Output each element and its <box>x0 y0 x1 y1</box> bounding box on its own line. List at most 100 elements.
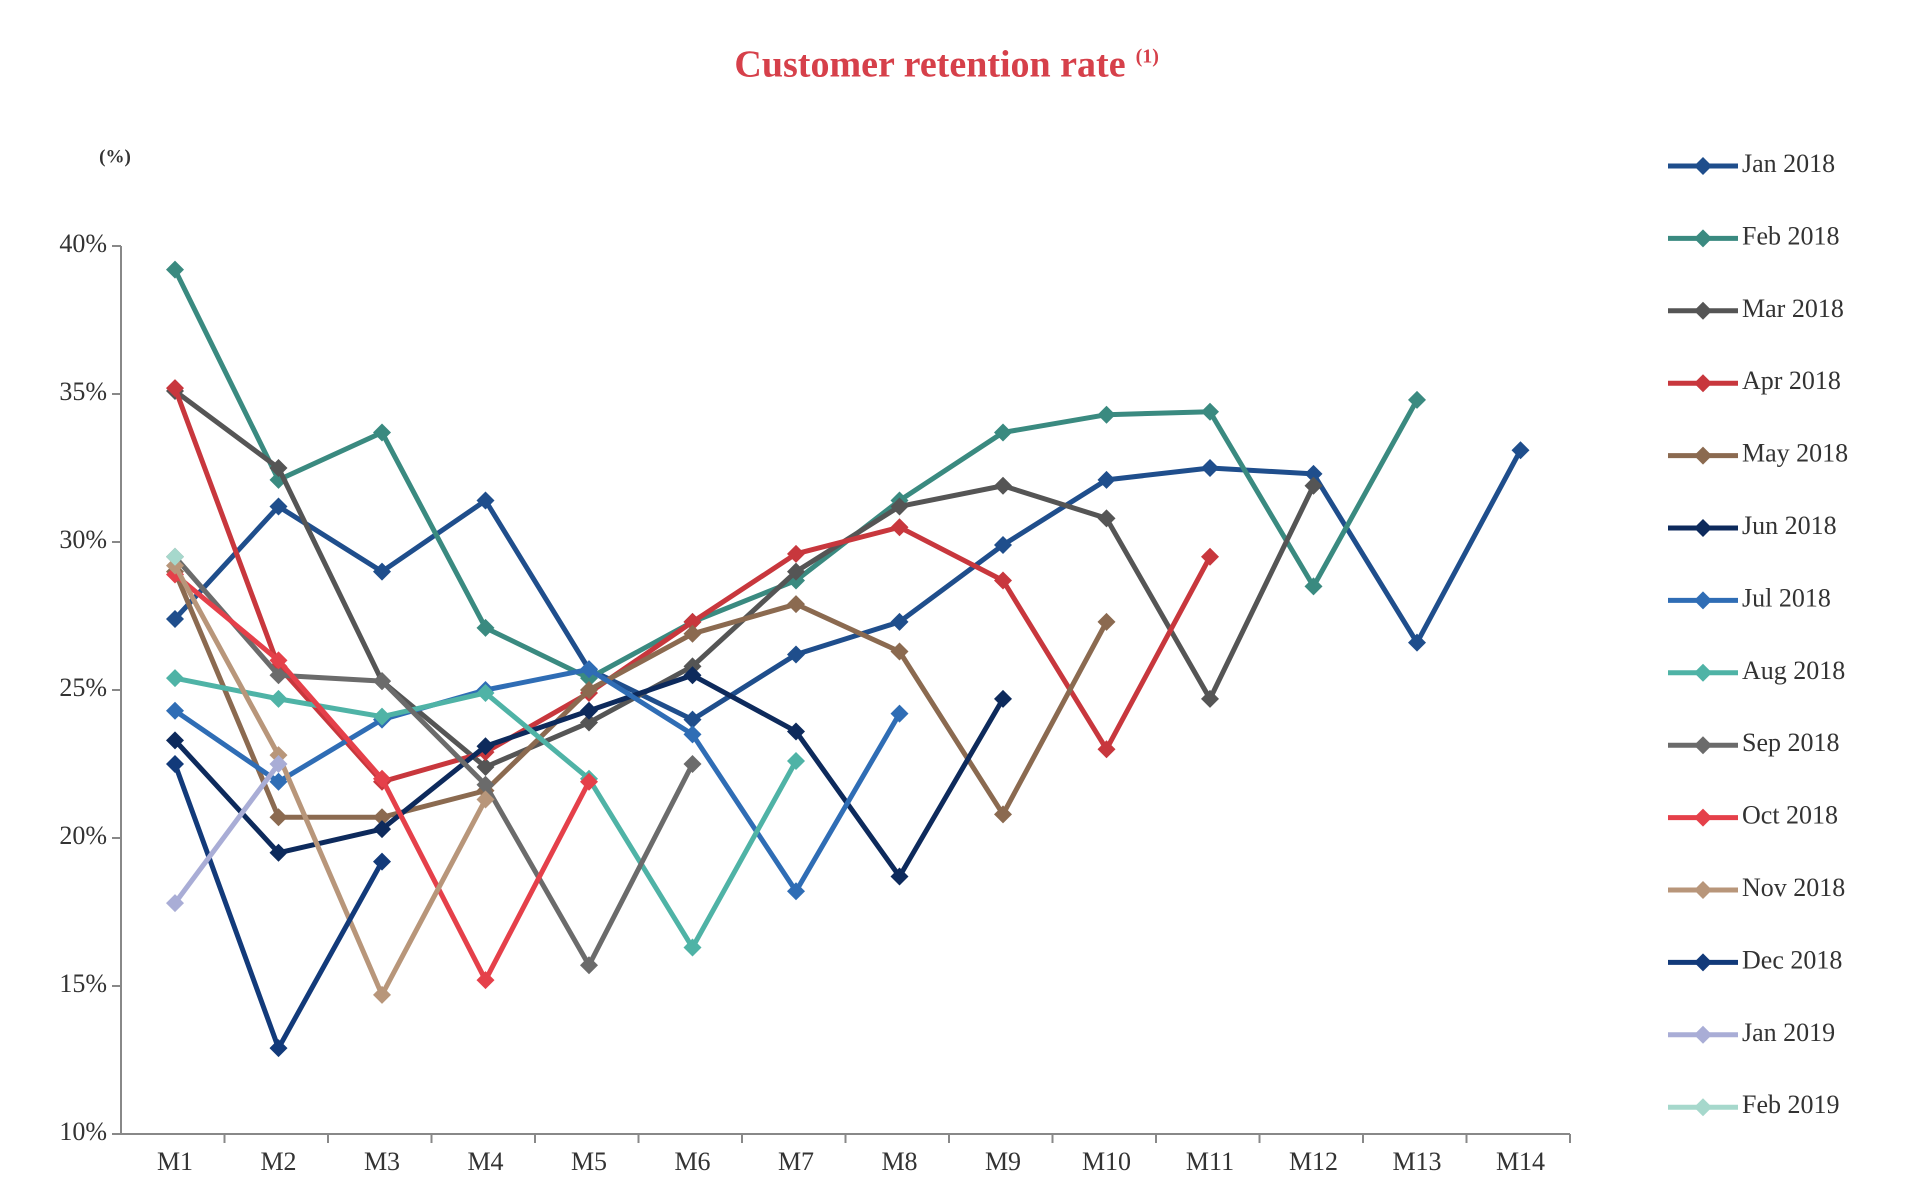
data-point <box>476 683 495 702</box>
data-point <box>1304 464 1323 483</box>
x-tick-label: M3 <box>364 1147 400 1176</box>
x-tick-label: M7 <box>778 1147 814 1176</box>
data-point <box>269 651 288 670</box>
data-point <box>476 491 495 510</box>
data-point <box>1097 470 1116 489</box>
legend-label: Sep 2018 <box>1742 728 1840 757</box>
data-point <box>269 459 288 477</box>
data-point <box>580 660 598 679</box>
data-point <box>373 562 391 581</box>
data-point <box>1097 740 1116 759</box>
y-tick-label: 10% <box>59 1117 107 1146</box>
data-point <box>1408 390 1426 409</box>
series-line <box>173 555 695 968</box>
data-point <box>373 820 391 839</box>
data-point <box>683 938 702 957</box>
legend-marker <box>1694 591 1712 610</box>
data-point <box>994 805 1012 824</box>
data-point <box>476 775 495 794</box>
legend-label: May 2018 <box>1742 439 1848 468</box>
data-point <box>166 669 184 688</box>
data-point <box>269 808 288 827</box>
data-point <box>166 379 184 398</box>
data-point <box>1304 476 1323 495</box>
data-point <box>994 423 1012 442</box>
legend-marker <box>1694 519 1712 537</box>
legend-marker <box>1694 157 1712 175</box>
series-line <box>172 268 1420 681</box>
data-point <box>580 701 598 720</box>
series-line <box>173 449 1523 723</box>
legend-label: Dec 2018 <box>1742 945 1842 974</box>
legend-marker <box>1694 736 1712 755</box>
data-point <box>166 731 184 750</box>
data-point <box>787 595 805 614</box>
data-point <box>787 752 805 771</box>
x-tick-label: M6 <box>674 1147 710 1176</box>
legend-label: Jan 2019 <box>1742 1018 1835 1047</box>
data-point <box>1304 577 1323 596</box>
data-point <box>787 562 805 581</box>
data-point <box>269 1039 288 1058</box>
data-point <box>580 681 598 699</box>
data-point <box>269 772 288 791</box>
data-point <box>1201 689 1219 708</box>
data-point <box>580 772 598 791</box>
legend-marker <box>1694 301 1712 320</box>
y-tick-label: 40% <box>59 229 107 258</box>
data-point <box>166 547 184 566</box>
data-point <box>1201 547 1219 566</box>
data-point <box>269 689 288 708</box>
data-point <box>683 612 702 631</box>
data-point <box>580 713 598 732</box>
series-line <box>172 762 281 905</box>
y-tick-label: 15% <box>59 969 107 998</box>
x-tick-label: M2 <box>260 1147 296 1176</box>
y-axis-label: (%) <box>99 146 131 167</box>
x-tick-label: M14 <box>1496 1147 1545 1176</box>
data-point <box>166 609 184 628</box>
data-point <box>476 757 495 776</box>
data-point <box>166 894 184 913</box>
data-point <box>166 755 184 773</box>
series-line <box>174 675 799 951</box>
data-point <box>683 725 702 744</box>
data-point <box>1201 402 1219 421</box>
data-point <box>1097 509 1116 528</box>
data-point <box>994 476 1012 495</box>
title-note: (1) <box>1136 46 1159 68</box>
series-line <box>172 570 1109 820</box>
data-point <box>683 624 702 643</box>
legend-label: Apr 2018 <box>1742 366 1841 395</box>
data-point <box>994 689 1012 708</box>
series-line <box>172 763 385 1051</box>
x-tick-label: M4 <box>467 1147 503 1176</box>
data-point <box>787 544 805 563</box>
data-point <box>373 808 391 827</box>
data-point <box>787 882 805 901</box>
legend-label: Oct 2018 <box>1742 801 1838 830</box>
legend-label: Feb 2019 <box>1742 1090 1840 1119</box>
legend-marker <box>1694 808 1712 827</box>
legend-label: Mar 2018 <box>1742 294 1844 323</box>
data-point <box>373 707 391 726</box>
data-point <box>476 790 495 809</box>
data-point <box>476 971 495 990</box>
data-point <box>269 666 288 685</box>
data-point <box>166 701 184 720</box>
data-point <box>1201 459 1219 477</box>
data-point <box>994 571 1012 590</box>
legend-marker <box>1694 374 1712 393</box>
data-point <box>373 769 391 788</box>
data-point <box>683 666 702 685</box>
data-point <box>373 985 391 1004</box>
y-tick-label: 35% <box>59 377 107 406</box>
x-tick-label: M10 <box>1082 1147 1131 1176</box>
chart-title: Customer retention rate <box>734 44 1125 86</box>
data-point <box>890 612 909 631</box>
x-tick-label: M12 <box>1289 1147 1338 1176</box>
data-point <box>1511 441 1530 460</box>
data-point <box>476 737 495 756</box>
x-tick-label: M13 <box>1392 1147 1441 1176</box>
